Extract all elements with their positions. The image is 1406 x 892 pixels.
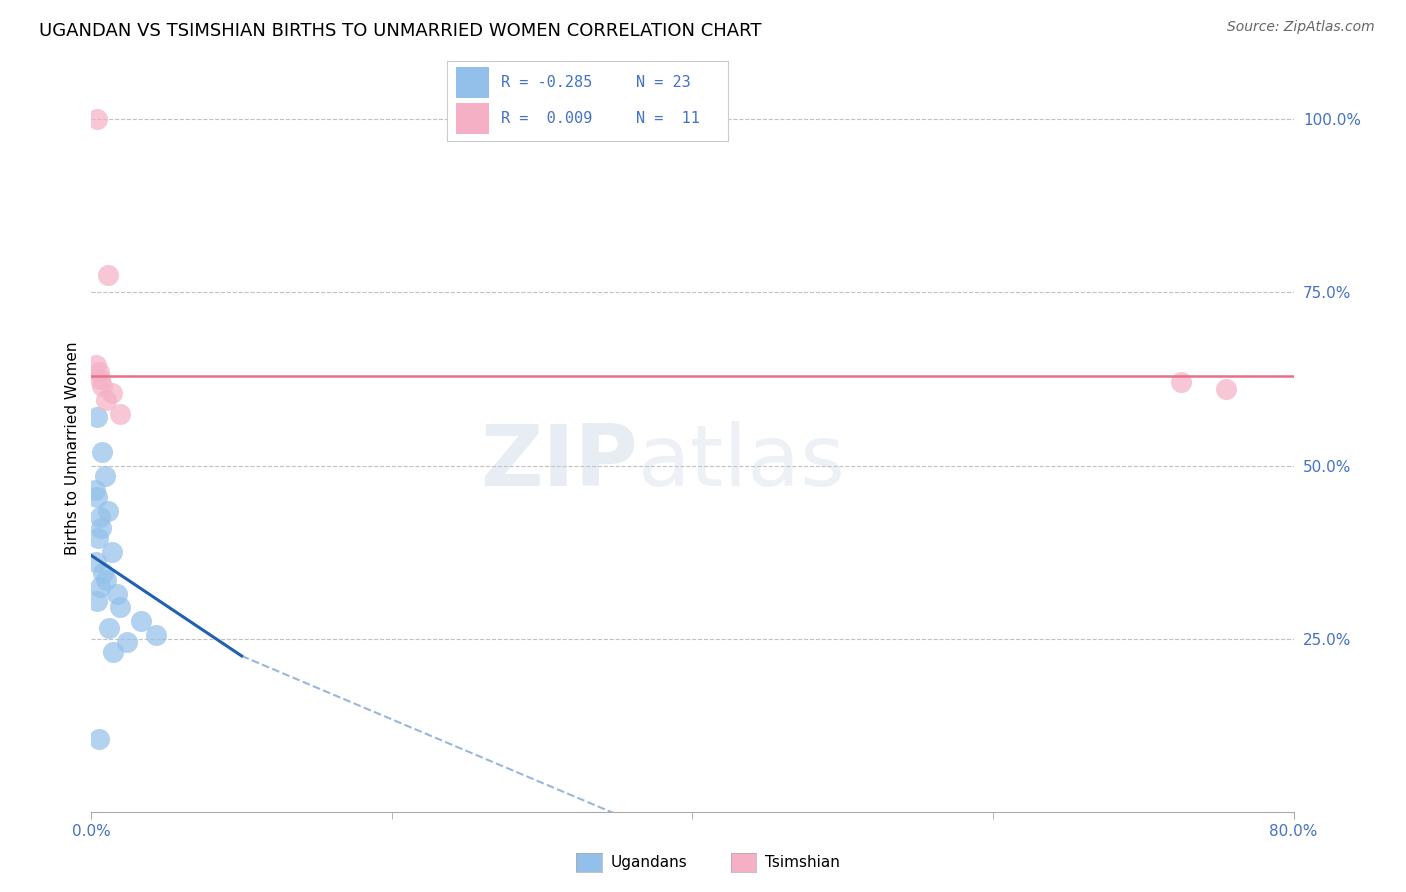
Point: [97, 503, 120, 517]
Point: [105, 587, 128, 601]
Point: [97, 268, 120, 282]
Point: [129, 615, 152, 629]
Point: [101, 385, 124, 400]
Text: ZIP: ZIP: [481, 421, 638, 504]
Point: [89, 372, 111, 386]
Point: [86, 112, 108, 127]
Point: [87, 731, 110, 746]
Point: [91, 566, 114, 580]
Point: [94, 469, 117, 483]
Text: R =  0.009: R = 0.009: [501, 111, 592, 126]
Point: [108, 600, 131, 615]
Text: atlas: atlas: [638, 421, 846, 504]
Text: UGANDAN VS TSIMSHIAN BIRTHS TO UNMARRIED WOMEN CORRELATION CHART: UGANDAN VS TSIMSHIAN BIRTHS TO UNMARRIED…: [39, 22, 762, 40]
Point: [101, 545, 124, 559]
Point: [86, 410, 108, 425]
Point: [94, 573, 117, 587]
Point: [97, 621, 120, 635]
Text: N = 23: N = 23: [636, 75, 690, 90]
Point: [94, 392, 117, 407]
Bar: [456, 103, 489, 134]
Point: [117, 635, 139, 649]
Point: [86, 490, 108, 504]
Point: [145, 628, 167, 642]
Point: [87, 365, 110, 379]
Point: [84, 483, 107, 497]
Point: [108, 407, 131, 421]
Point: [1215, 383, 1237, 397]
Text: Source: ZipAtlas.com: Source: ZipAtlas.com: [1227, 20, 1375, 34]
Point: [87, 531, 110, 545]
Point: [90, 521, 112, 535]
Bar: [456, 67, 489, 97]
Point: [84, 358, 107, 372]
Point: [1170, 376, 1192, 390]
Point: [101, 645, 124, 659]
Point: [86, 593, 108, 607]
Y-axis label: Births to Unmarried Women: Births to Unmarried Women: [65, 342, 80, 555]
Point: [84, 556, 107, 570]
Point: [89, 510, 111, 524]
Point: [89, 580, 111, 594]
Text: Ugandans: Ugandans: [610, 855, 688, 870]
Text: N =  11: N = 11: [636, 111, 699, 126]
Point: [91, 379, 114, 393]
Point: [90, 444, 112, 458]
Text: Tsimshian: Tsimshian: [765, 855, 839, 870]
Text: R = -0.285: R = -0.285: [501, 75, 592, 90]
